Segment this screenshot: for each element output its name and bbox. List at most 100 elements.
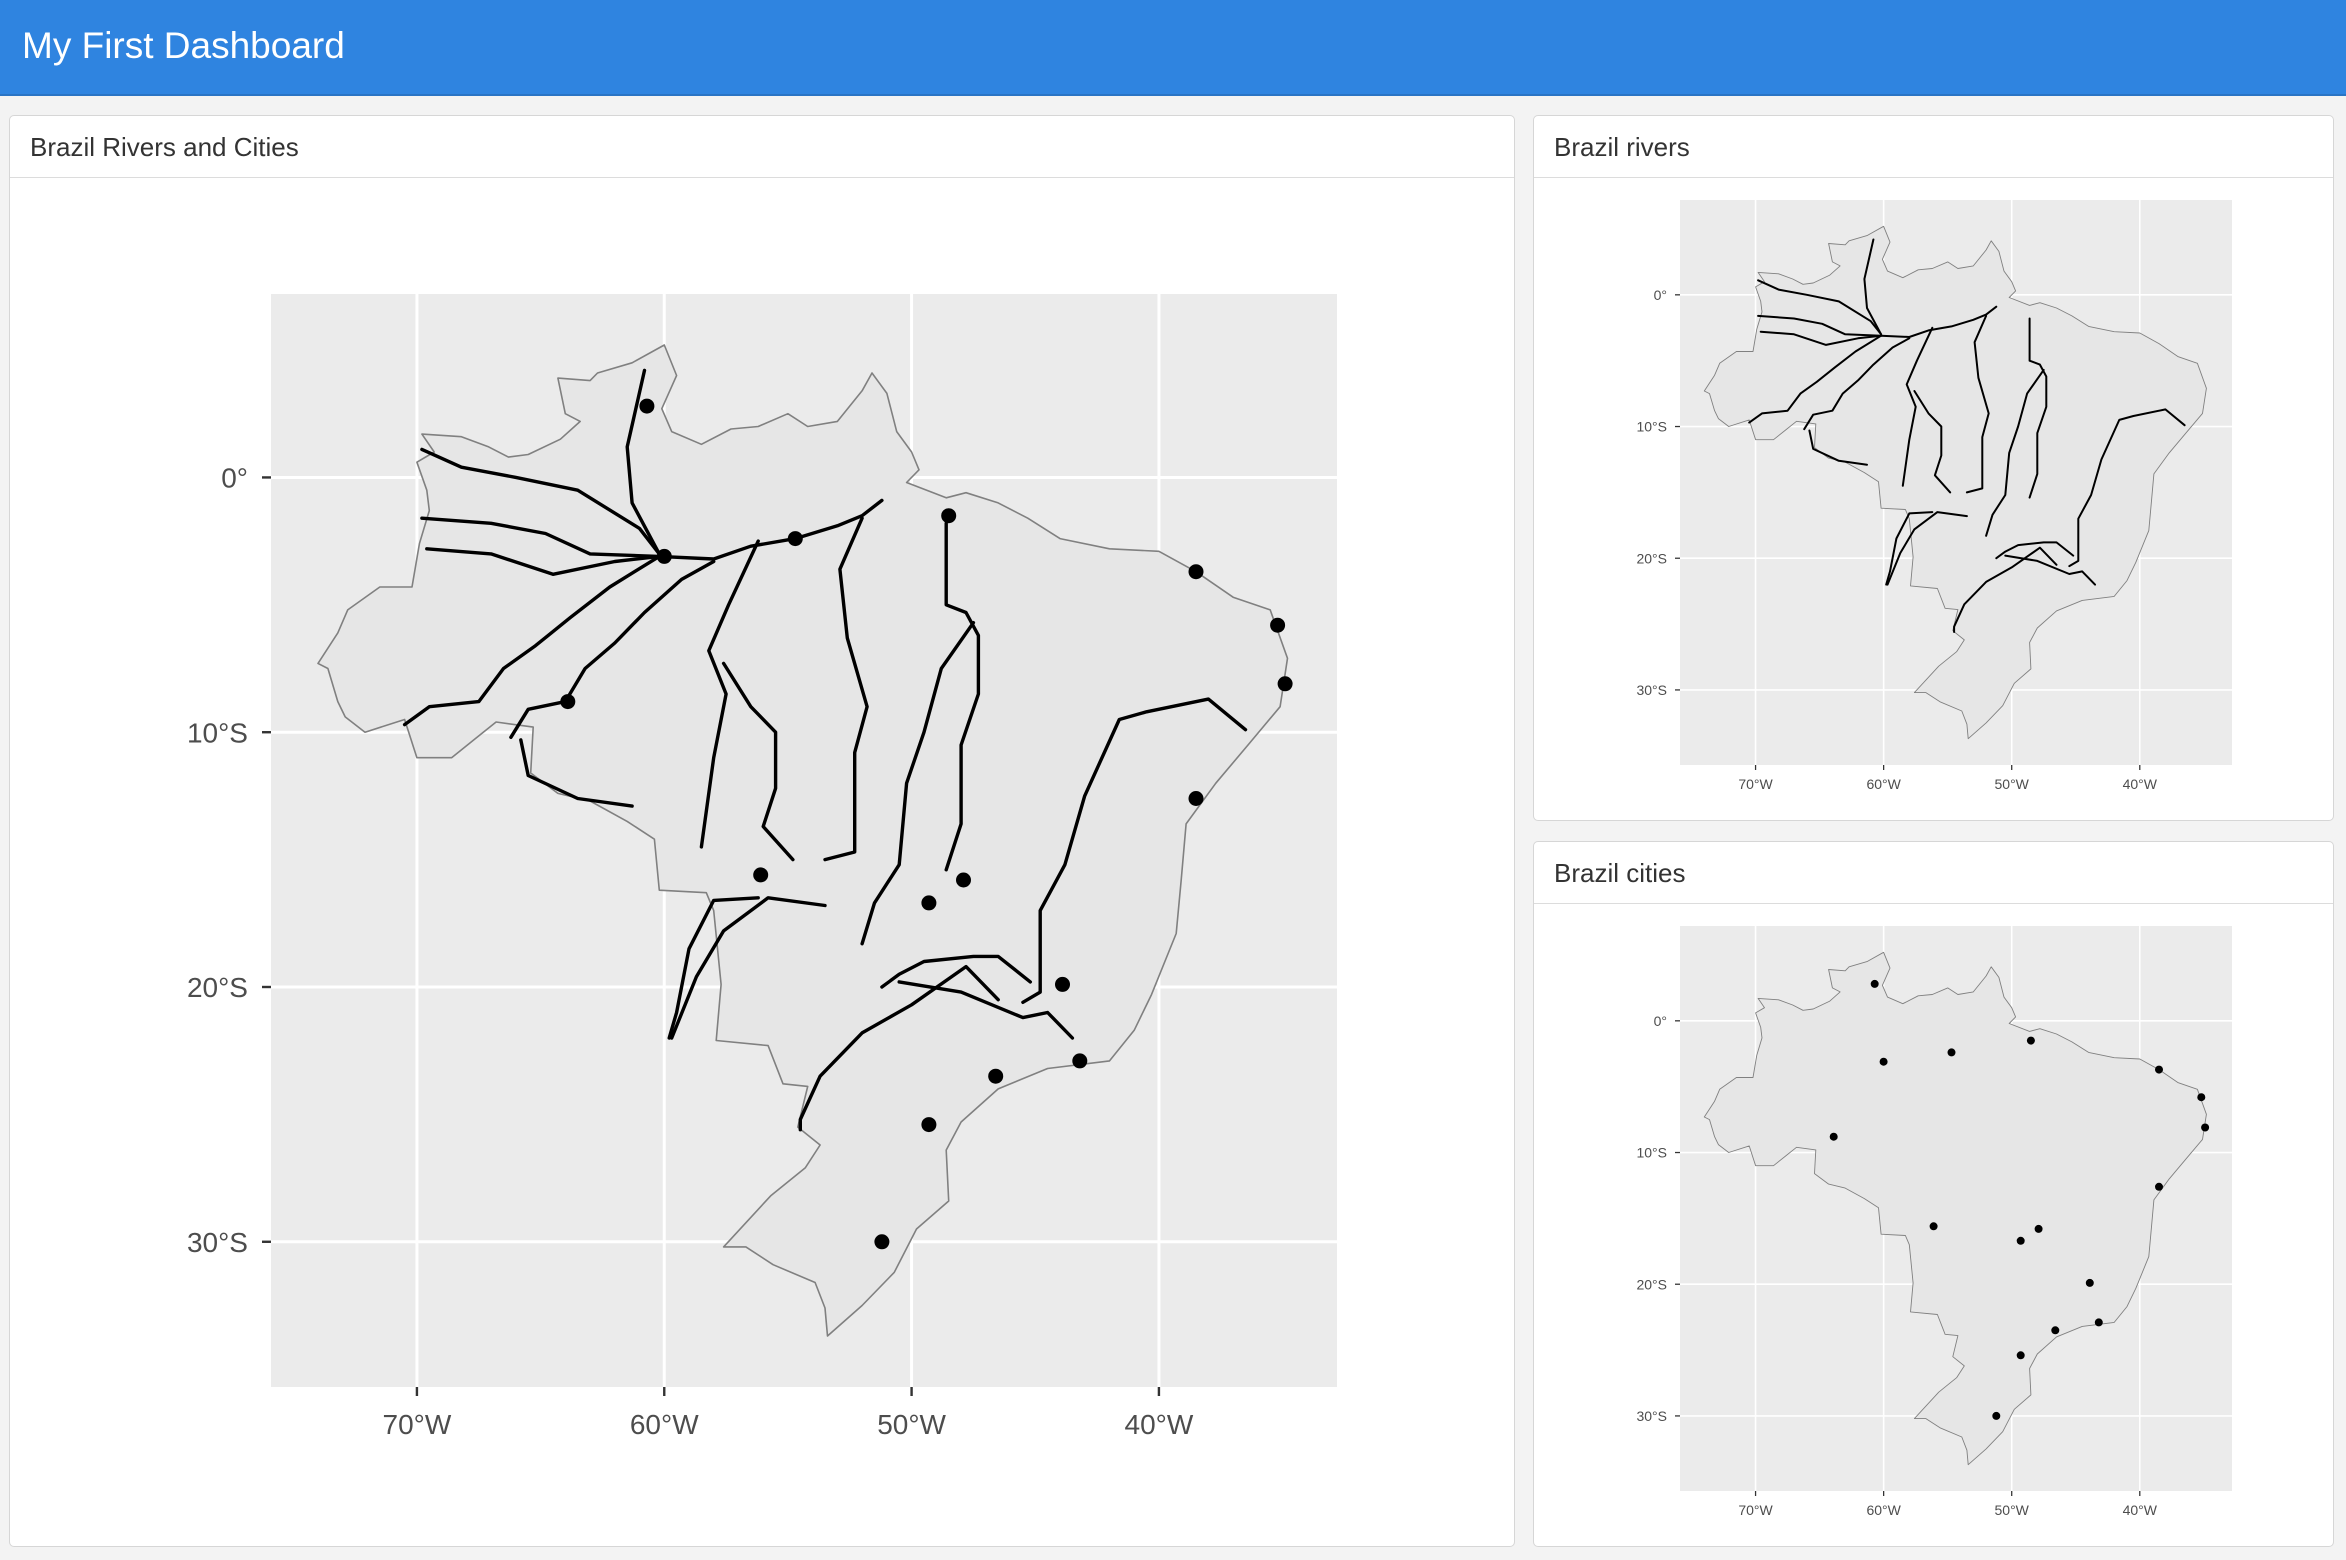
city-point xyxy=(2085,1278,2094,1287)
x-tick-label: 60°W xyxy=(1866,776,1901,792)
river-line xyxy=(798,964,1000,1132)
city-point xyxy=(1072,1053,1088,1069)
y-tick-label: 0° xyxy=(221,463,248,494)
river-line xyxy=(2028,317,2048,499)
river-line xyxy=(1757,279,1883,336)
river-line xyxy=(1808,429,1868,466)
dashboard-title: My First Dashboard xyxy=(22,25,345,66)
y-tick-label: 10°S xyxy=(1636,1145,1667,1161)
city-point xyxy=(1188,791,1204,806)
city-point xyxy=(988,1068,1004,1084)
river-line xyxy=(670,896,827,1040)
y-tick-label: 10°S xyxy=(187,717,248,748)
river-line xyxy=(1021,697,1248,1004)
cities-map: 70°W 60°W 50°W 40°W 0° 10°S 20°S 30°S xyxy=(1636,926,2232,1518)
x-tick-label: 70°W xyxy=(383,1409,452,1440)
river-line xyxy=(1886,511,1968,586)
y-tick-label: 20°S xyxy=(187,972,248,1003)
card-brazil-rivers: Brazil rivers 70°W 60°W 50°W 40°W 0° 10°S 20°S… xyxy=(1533,115,2334,821)
brazil-outline xyxy=(1703,951,2207,1466)
city-point xyxy=(921,895,937,911)
y-tick-label: 30°S xyxy=(187,1227,248,1258)
river-line xyxy=(1748,334,1883,424)
city-point xyxy=(753,867,769,883)
river-line xyxy=(1901,326,1934,487)
x-tick-label: 70°W xyxy=(1738,1502,1773,1518)
river-line xyxy=(420,447,661,556)
card-title: Brazil rivers xyxy=(1554,132,1690,162)
city-point xyxy=(560,694,576,710)
city-point xyxy=(2094,1318,2103,1327)
city-point xyxy=(1270,617,1286,633)
brazil-outline xyxy=(1703,225,2207,740)
y-tick-label: 0° xyxy=(1654,287,1667,303)
card-title: Brazil cities xyxy=(1554,858,1686,888)
river-line xyxy=(2004,554,2096,586)
city-point xyxy=(2197,1093,2206,1102)
river-line xyxy=(1759,330,1883,346)
city-point xyxy=(941,508,957,524)
x-tick-label: 40°W xyxy=(1125,1409,1194,1440)
brazil-outline xyxy=(317,344,1289,1337)
city-point xyxy=(956,872,971,888)
river-line xyxy=(425,547,661,576)
x-tick-label: 60°W xyxy=(630,1409,699,1440)
city-point xyxy=(1188,564,1204,580)
card-header: Brazil rivers xyxy=(1534,116,2333,178)
city-point xyxy=(2155,1065,2163,1074)
rivers-map: 70°W 60°W 50°W 40°W 0° 10°S 20°S 30°S xyxy=(1636,200,2232,792)
dashboard-header: My First Dashboard xyxy=(0,0,2346,96)
y-tick-label: 20°S xyxy=(1636,1276,1667,1292)
river-line xyxy=(420,516,661,559)
city-point xyxy=(2016,1351,2025,1360)
river-line xyxy=(1757,314,1883,337)
river-line xyxy=(880,954,1032,989)
y-tick-label: 30°S xyxy=(1636,682,1667,698)
card-brazil-rivers-and-cities: Brazil Rivers and Cities 70°W 60°W 50°W 40°… xyxy=(9,115,1515,1547)
river-line xyxy=(1995,541,2075,560)
river-line xyxy=(1885,511,1934,586)
city-point xyxy=(1947,1048,1956,1057)
card-header: Brazil cities xyxy=(1534,842,2333,904)
city-point xyxy=(1829,1132,1838,1141)
city-point xyxy=(1992,1411,2001,1420)
river-line xyxy=(1985,368,2045,537)
x-tick-label: 60°W xyxy=(1866,1502,1901,1518)
river-line xyxy=(860,621,976,946)
x-tick-label: 70°W xyxy=(1738,776,1773,792)
river-line xyxy=(699,539,760,849)
city-point xyxy=(2155,1182,2163,1191)
x-tick-label: 40°W xyxy=(2123,776,2158,792)
card-brazil-cities: Brazil cities 70°W 60°W 50°W 40°W 0° 10°S 20°S… xyxy=(1533,841,2334,1547)
card-title: Brazil Rivers and Cities xyxy=(30,132,299,162)
river-line xyxy=(1965,314,1990,494)
river-line xyxy=(897,980,1075,1040)
x-tick-label: 40°W xyxy=(2123,1502,2158,1518)
river-line xyxy=(1953,546,2058,633)
x-tick-label: 50°W xyxy=(1995,1502,2030,1518)
river-line xyxy=(625,368,661,556)
river-line xyxy=(402,554,661,727)
city-point xyxy=(874,1234,890,1250)
x-tick-label: 50°W xyxy=(1995,776,2030,792)
city-point xyxy=(2201,1123,2210,1132)
y-tick-label: 0° xyxy=(1654,1013,1667,1029)
city-point xyxy=(1277,676,1293,692)
river-line xyxy=(823,516,869,862)
river-line xyxy=(519,738,634,808)
city-point xyxy=(2034,1224,2043,1233)
city-point xyxy=(787,531,803,547)
river-line xyxy=(721,661,795,862)
city-point xyxy=(1929,1222,1938,1231)
y-tick-label: 30°S xyxy=(1636,1408,1667,1424)
city-point xyxy=(656,548,672,564)
card-header: Brazil Rivers and Cities xyxy=(10,116,1514,178)
river-line xyxy=(667,896,760,1040)
city-point xyxy=(921,1117,937,1133)
city-point xyxy=(2051,1326,2060,1335)
city-point xyxy=(1879,1057,1888,1066)
x-tick-label: 50°W xyxy=(877,1409,946,1440)
city-point xyxy=(1870,979,1879,988)
river-line xyxy=(1803,337,1911,431)
city-point xyxy=(1055,976,1070,992)
